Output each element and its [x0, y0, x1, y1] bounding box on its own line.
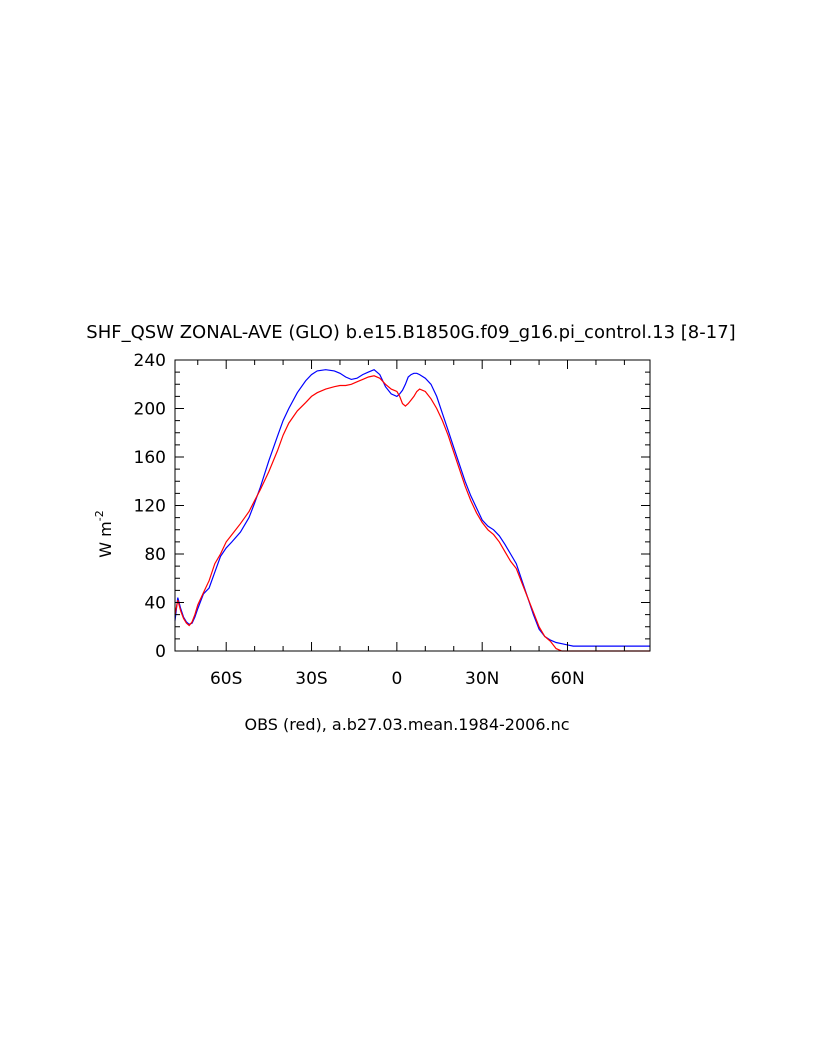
series-line-0 — [174, 369, 650, 647]
plot-frame — [174, 359, 651, 652]
x-tick-label: 30N — [465, 669, 499, 689]
y-tick-label: 240 — [134, 351, 166, 371]
y-tick-label: 200 — [134, 400, 166, 420]
x-tick-label: 30S — [295, 669, 327, 689]
y-axis-label-exponent: -2 — [93, 510, 106, 521]
x-tick-label: 0 — [391, 669, 402, 689]
x-tick-label: 60N — [550, 669, 584, 689]
y-tick-label: 160 — [134, 448, 166, 468]
svg-text:W m-2: W m-2 — [93, 510, 115, 557]
y-tick-label: 80 — [144, 545, 166, 565]
axes: 0 40 80 120 160 200 240 60S 30S 0 30N 60N — [134, 351, 650, 689]
y-tick-label: 0 — [155, 642, 166, 662]
y-tick-label: 120 — [134, 497, 166, 517]
chart-title: SHF_QSW ZONAL-AVE (GLO) b.e15.B1850G.f09… — [86, 322, 735, 343]
plot-area — [174, 369, 650, 652]
series-line-1 — [174, 375, 650, 652]
y-tick-label: 40 — [144, 594, 166, 614]
x-axis-label: OBS (red), a.b27.03.mean.1984-2006.nc — [244, 715, 569, 734]
y-axis-label-text: W m — [96, 521, 115, 558]
x-tick-label: 60S — [210, 669, 242, 689]
y-axis-label: W m-2 — [93, 510, 115, 557]
